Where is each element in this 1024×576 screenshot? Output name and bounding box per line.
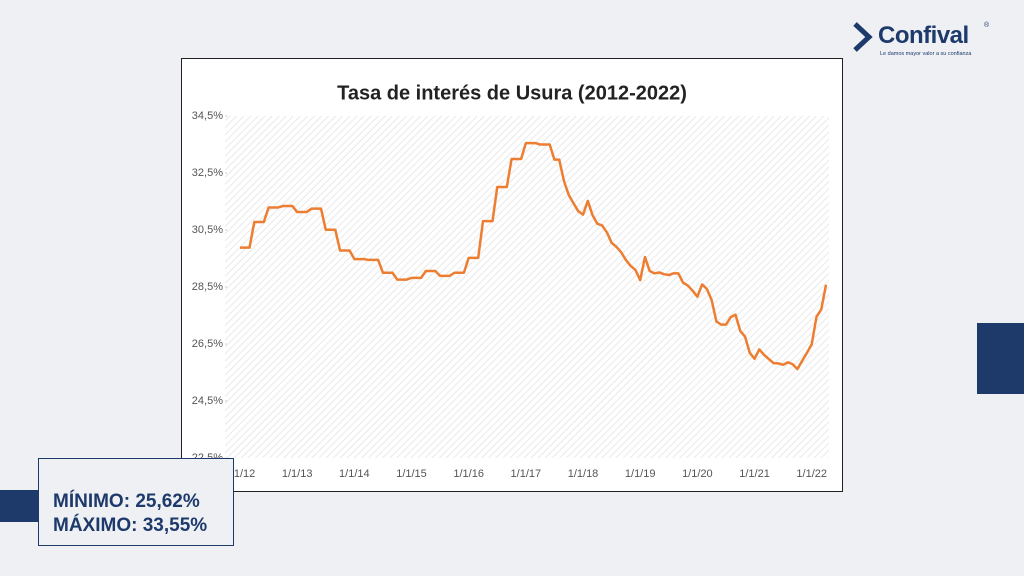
y-tick-label: 34,5% [192,110,223,122]
logo-registered: ® [984,22,990,29]
summary-min: MÍNIMO: 25,62% [53,491,200,512]
y-tick-label: 28,5% [192,281,223,293]
logo-tagline: Le damos mayor valor a su confianza [880,51,972,57]
summary-box: MÍNIMO: 25,62% MÁXIMO: 33,55% [38,458,234,546]
chart-title: Tasa de interés de Usura (2012-2022) [337,82,687,104]
y-tick-label: 24,5% [192,395,223,407]
x-tick-label: 1/1/14 [339,468,370,480]
x-tick-label: 1/1/19 [625,468,656,480]
plot-area [225,116,829,458]
y-tick-label: 26,5% [192,338,223,350]
decor-block [0,490,38,522]
logo-name: Confival [878,22,969,49]
decor-block [977,323,1024,394]
x-tick-label: 1/1/20 [682,468,713,480]
data-line [240,141,828,371]
x-tick-label: 1/1/22 [796,468,827,480]
x-tick-label: 1/1/18 [568,468,599,480]
x-tick-label: 1/1/17 [511,468,542,480]
chart: Tasa de interés de Usura (2012-2022) 22,… [181,58,843,492]
y-tick-label: 32,5% [192,167,223,179]
x-tick-label: 1/1/15 [396,468,427,480]
x-tick-label: 1/1/13 [282,468,313,480]
y-tick-label: 30,5% [192,224,223,236]
summary-max: MÁXIMO: 33,55% [53,515,208,536]
x-tick-label: 1/1/16 [453,468,484,480]
logo-icon [853,22,873,52]
x-tick-label: 1/1/21 [739,468,770,480]
